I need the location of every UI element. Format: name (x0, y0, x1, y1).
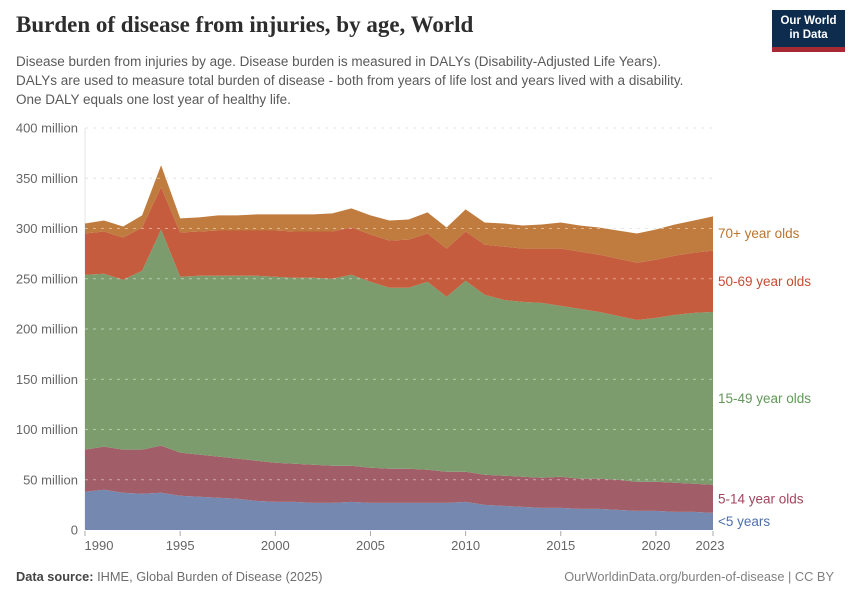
legend-label-5-14[interactable]: 5-14 year olds (718, 491, 804, 506)
x-tick-label-2000: 2000 (261, 538, 290, 553)
x-tick-label-1995: 1995 (166, 538, 195, 553)
x-tick-label-2010: 2010 (451, 538, 480, 553)
owid-logo: Our World in Data (772, 10, 845, 52)
y-tick-label-150: 150 million (16, 372, 78, 387)
y-tick-label-350: 350 million (16, 171, 78, 186)
x-tick-label-2005: 2005 (356, 538, 385, 553)
x-tick-label-2015: 2015 (546, 538, 575, 553)
x-tick-label-2023: 2023 (696, 538, 725, 553)
y-tick-label-0: 0 (71, 523, 78, 538)
y-tick-label-100: 100 million (16, 422, 78, 437)
y-tick-label-50: 50 million (23, 472, 78, 487)
chart-subtitle: Disease burden from injuries by age. Dis… (16, 54, 684, 108)
chart-footer: Data source: IHME, Global Burden of Dise… (16, 569, 834, 584)
area-50-69[interactable] (85, 187, 713, 320)
owid-logo-line1: Our World (780, 14, 837, 27)
legend-label-under-5[interactable]: <5 years (718, 514, 770, 529)
area-70-plus[interactable] (85, 165, 713, 263)
area-15-49[interactable] (85, 229, 713, 485)
owid-logo-line2: in Data (789, 28, 828, 41)
legend-label-50-69[interactable]: 50-69 year olds (718, 274, 811, 289)
y-tick-label-250: 250 million (16, 271, 78, 286)
data-source-label: Data source: (16, 569, 94, 584)
page-title: Burden of disease from injuries, by age,… (16, 12, 474, 37)
owid-url-link[interactable]: OurWorldinData.org/burden-of-disease | C… (564, 569, 834, 584)
legend-label-15-49[interactable]: 15-49 year olds (718, 391, 811, 406)
y-tick-label-200: 200 million (16, 322, 78, 337)
legend-label-70-plus[interactable]: 70+ year olds (718, 226, 800, 241)
area-5-14[interactable] (85, 445, 713, 513)
x-tick-label-1990: 1990 (85, 538, 114, 553)
y-tick-label-300: 300 million (16, 221, 78, 236)
data-source: Data source: IHME, Global Burden of Dise… (16, 569, 323, 584)
y-tick-label-400: 400 million (16, 121, 78, 136)
data-source-text: IHME, Global Burden of Disease (2025) (93, 569, 323, 584)
area-under-5[interactable] (85, 489, 713, 530)
x-tick-label-2020: 2020 (641, 538, 670, 553)
